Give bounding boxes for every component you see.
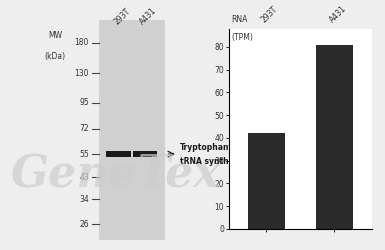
Bar (316, 45, 353, 229)
Text: A431: A431 (139, 6, 159, 26)
Text: GeneTex: GeneTex (10, 154, 221, 196)
Bar (99, 20, 165, 240)
Text: 293T: 293T (260, 4, 280, 24)
Text: 72: 72 (79, 124, 89, 133)
Text: 34: 34 (79, 195, 89, 204)
Text: (kDa): (kDa) (44, 52, 65, 62)
Bar (248, 133, 285, 229)
Text: tRNA synthetase: tRNA synthetase (180, 157, 253, 166)
Bar (106, 151, 131, 157)
Text: MW: MW (48, 31, 62, 40)
Text: 95: 95 (79, 98, 89, 108)
Text: 43: 43 (79, 173, 89, 182)
Text: 55: 55 (79, 150, 89, 158)
Text: 130: 130 (74, 69, 89, 78)
Text: 26: 26 (79, 220, 89, 229)
Text: 293T: 293T (112, 6, 132, 26)
Text: A431: A431 (328, 4, 348, 24)
Text: RNA: RNA (231, 15, 248, 24)
Bar (133, 151, 157, 157)
Text: 180: 180 (75, 38, 89, 48)
Text: Tryptophanyl: Tryptophanyl (180, 143, 237, 152)
Text: (TPM): (TPM) (231, 34, 253, 42)
